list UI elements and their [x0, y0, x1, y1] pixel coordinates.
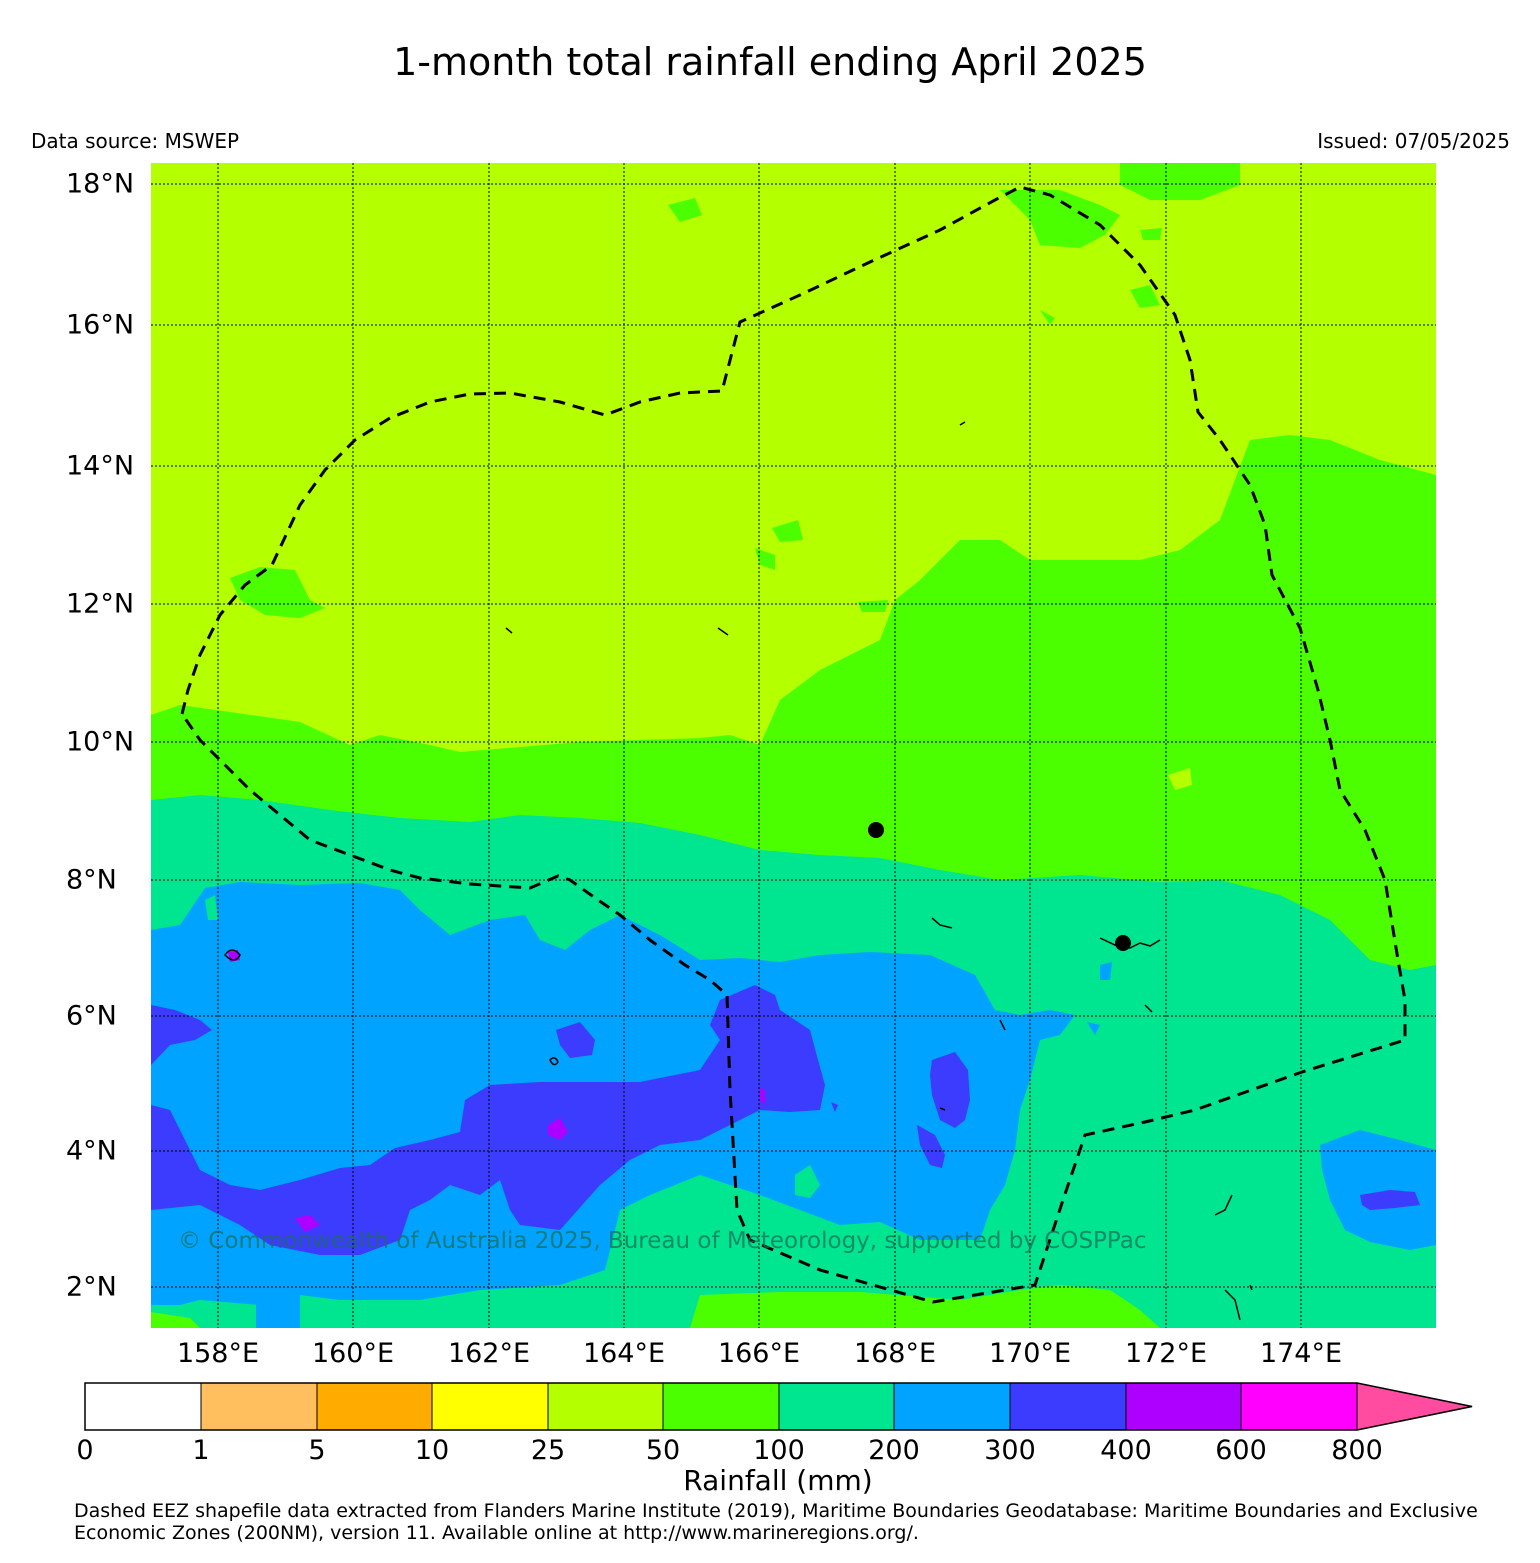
lat-label: 6°N [66, 1000, 117, 1032]
colorbar-tick-label: 800 [1331, 1435, 1383, 1466]
lon-label: 166°E [717, 1338, 801, 1369]
colorbar-tick-label: 1 [192, 1435, 210, 1466]
rainfall-field [151, 163, 1436, 1328]
map-title: 1-month total rainfall ending April 2025 [393, 40, 1147, 84]
lat-label: 12°N [66, 588, 135, 620]
copyright-watermark: © Commonwealth of Australia 2025, Bureau… [178, 1228, 1147, 1254]
issued-date-label: Issued: 07/05/2025 [1317, 129, 1510, 153]
colorbar-tick-label: 400 [1100, 1435, 1152, 1466]
lat-label: 4°N [66, 1135, 117, 1167]
colorbar-tick-label: 25 [530, 1435, 566, 1466]
lat-label: 14°N [66, 450, 135, 482]
colorbar-tick-label: 0 [76, 1435, 94, 1466]
lat-label: 2°N [66, 1271, 117, 1303]
lat-label: 8°N [66, 864, 117, 896]
rainfall-band-400-600 [548, 1118, 568, 1140]
lat-label: 10°N [66, 726, 135, 758]
colorbar-tick-label: 5 [308, 1435, 326, 1466]
islands [224, 421, 1253, 1321]
location-marker [868, 822, 884, 838]
colorbar-title: Rainfall (mm) [683, 1464, 873, 1497]
data-source-label: Data source: MSWEP [31, 129, 240, 153]
lon-label: 164°E [582, 1338, 666, 1369]
lon-label: 158°E [176, 1338, 260, 1369]
eez-boundary [180, 185, 1407, 1304]
colorbar-tick-label: 300 [984, 1435, 1036, 1466]
lon-label: 174°E [1259, 1338, 1343, 1369]
colorbar-tick-label: 200 [868, 1435, 920, 1466]
rainfall-band-300-400 [151, 985, 825, 1255]
colorbar-tick-label: 50 [645, 1435, 681, 1466]
footer-line: Dashed EEZ shapefile data extracted from… [74, 1500, 1478, 1522]
footer-line: Economic Zones (200NM), version 11. Avai… [74, 1522, 919, 1544]
colorbar-tick-label: 600 [1215, 1435, 1267, 1466]
lat-label: 18°N [66, 168, 135, 200]
colorbar-tick-label: 100 [753, 1435, 805, 1466]
location-marker [1115, 935, 1131, 951]
colorbar [84, 1382, 1473, 1431]
lon-label: 162°E [447, 1338, 531, 1369]
lon-label: 172°E [1124, 1338, 1208, 1369]
lon-label: 168°E [853, 1338, 937, 1369]
lon-label: 160°E [311, 1338, 395, 1369]
colorbar-tick-label: 10 [414, 1435, 450, 1466]
lon-label: 170°E [988, 1338, 1072, 1369]
footer-attribution: Dashed EEZ shapefile data extracted from… [74, 1500, 1514, 1544]
lat-label: 16°N [66, 309, 135, 341]
